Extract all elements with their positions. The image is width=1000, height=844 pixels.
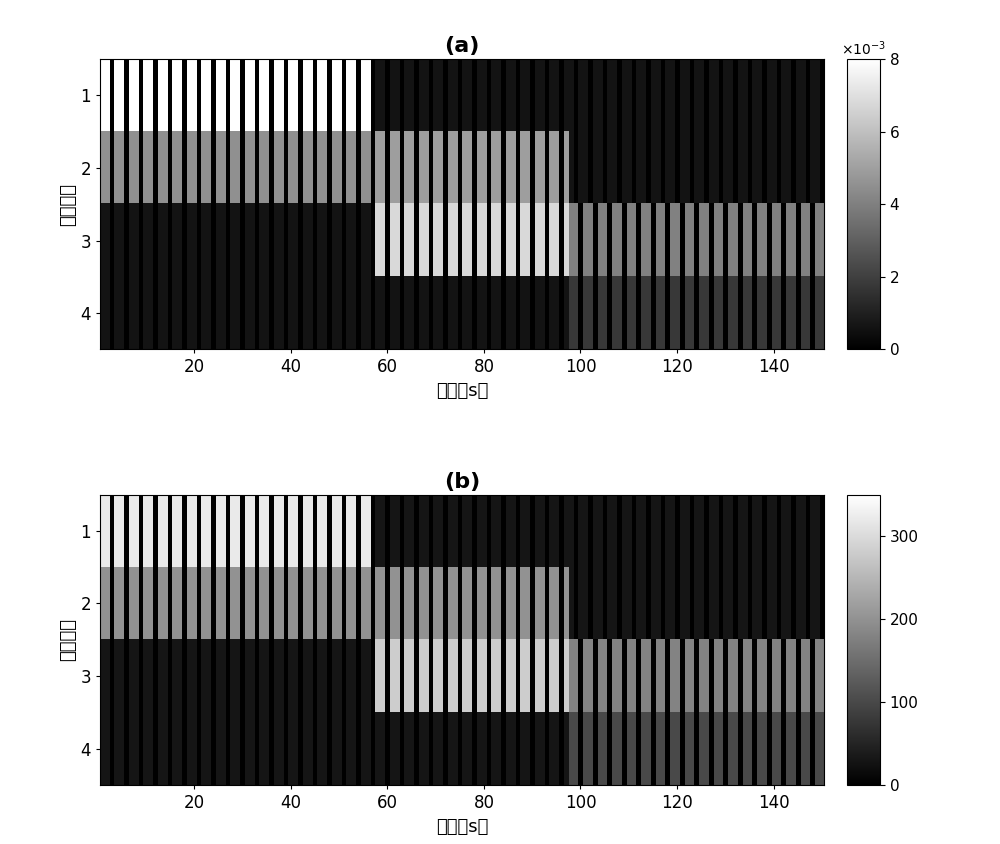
Title: $\times10^{-3}$: $\times10^{-3}$ (841, 40, 886, 58)
Y-axis label: 雷达编号: 雷达编号 (60, 183, 78, 225)
Title: (b): (b) (444, 472, 480, 492)
X-axis label: 时间［s］: 时间［s］ (436, 382, 488, 400)
X-axis label: 时间［s］: 时间［s］ (436, 818, 488, 836)
Title: (a): (a) (444, 36, 480, 57)
Y-axis label: 雷达编号: 雷达编号 (60, 619, 78, 661)
